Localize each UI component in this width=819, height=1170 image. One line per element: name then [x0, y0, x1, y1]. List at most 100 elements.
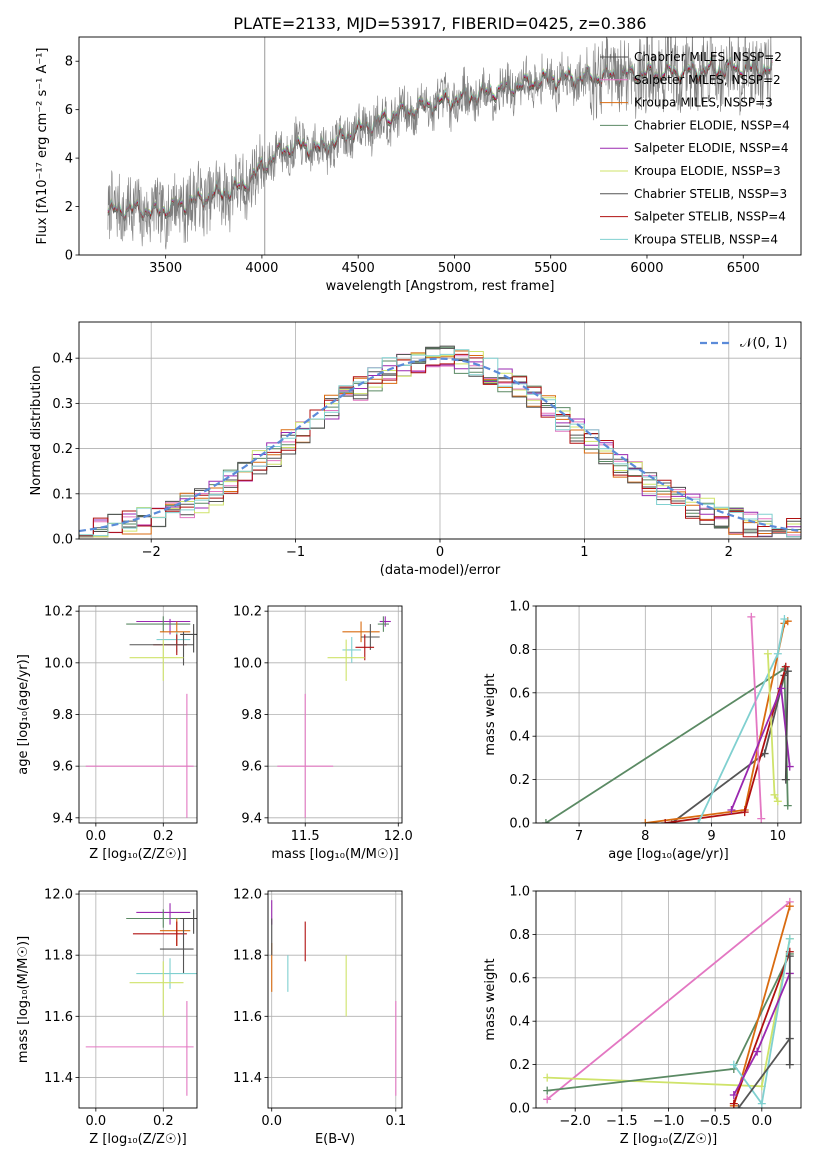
x-tick-label: −2 — [142, 545, 161, 560]
legend-entry: Salpeter STELIB, NSSP=4 — [634, 210, 786, 224]
plus-marker — [729, 1060, 738, 1069]
y-tick-label: 0.4 — [52, 352, 73, 367]
axes-frame — [267, 890, 403, 1109]
y-tick-label: 0.1 — [52, 487, 73, 502]
x-axis-label: E(B-V) — [315, 1132, 355, 1147]
plus-marker — [543, 1095, 552, 1104]
y-tick-label: 9.8 — [52, 708, 73, 723]
residual-histogram-series — [79, 353, 801, 539]
grid — [79, 322, 801, 540]
plus-marker — [783, 667, 792, 676]
plus-marker — [785, 934, 794, 943]
massweight-line — [784, 671, 789, 780]
y-axis-label: mass weight — [483, 958, 498, 1040]
x-axis-label: mass [log₁₀(M/M☉)] — [271, 847, 398, 862]
plus-marker — [729, 1099, 738, 1108]
figure-title: PLATE=2133, MJD=53917, FIBERID=0425, z=0… — [233, 14, 646, 33]
y-tick-label: 11.6 — [233, 1010, 262, 1025]
x-axis-label: wavelength [Angstrom, rest frame] — [326, 279, 555, 294]
y-axis-label: mass weight — [483, 673, 498, 755]
y-tick-label: 10.0 — [233, 656, 262, 671]
x-tick-label: −2.0 — [559, 1114, 591, 1129]
gaussian-curve — [79, 357, 801, 533]
plot-area — [107, 37, 773, 255]
legend-entry: Kroupa MILES, NSSP=3 — [634, 96, 773, 110]
plus-marker — [543, 1086, 552, 1095]
x-tick-label: 11.5 — [291, 829, 320, 844]
legend-entry: Chabrier MILES, NSSP=2 — [634, 50, 782, 64]
ticks: 0.0 0.1 11.4 11.6 11.8 12.0 — [233, 888, 406, 1129]
x-axis-label: Z [log₁₀(Z/Z☉)] — [620, 1132, 717, 1147]
plus-marker — [729, 1090, 738, 1099]
y-tick-label: 12.0 — [44, 888, 73, 903]
spectrum-panel: 3500 4000 4500 5000 5500 6000 6500 0 2 4 6 8 wavelen… — [35, 36, 802, 294]
plus-marker — [541, 819, 550, 823]
y-tick-label: 0.4 — [509, 730, 530, 745]
y-tick-label: 9.4 — [52, 811, 73, 826]
y-tick-label: 2 — [65, 200, 73, 215]
observed-spectrum-line — [107, 37, 773, 250]
x-tick-label: 1 — [580, 545, 588, 560]
y-tick-label: 12.0 — [233, 888, 262, 903]
axes-frame — [78, 605, 198, 824]
y-tick-label: 10.0 — [44, 656, 73, 671]
model-spectrum-line — [107, 59, 773, 220]
plot-area — [85, 616, 197, 818]
massweight-line — [546, 901, 791, 1100]
x-tick-label: 0.0 — [261, 1114, 282, 1129]
y-tick-label: 0.0 — [52, 533, 73, 548]
ticks: 11.5 12.0 9.4 9.6 9.8 10.0 10.2 — [233, 605, 413, 844]
plus-marker — [780, 615, 789, 624]
axes-frame — [78, 890, 198, 1109]
y-tick-label: 1.0 — [509, 600, 530, 615]
y-tick-label: 1.0 — [509, 885, 530, 900]
y-axis-label: Flux [fλ10⁻¹⁷ erg cm⁻² s⁻¹ A⁻¹] — [35, 48, 50, 245]
plot-area — [543, 897, 794, 1108]
x-tick-label: −1 — [286, 545, 305, 560]
plot-area — [271, 900, 397, 1096]
x-tick-label: 7 — [575, 829, 583, 844]
legend-entry: Chabrier ELODIE, NSSP=4 — [634, 118, 790, 132]
y-axis-label: age [log₁₀(age/yr)] — [16, 654, 31, 775]
legend-entry: Salpeter ELODIE, NSSP=4 — [634, 141, 789, 155]
plus-marker — [770, 790, 779, 799]
plus-marker — [661, 819, 670, 823]
age-vs-metallicity-panel: 0.0 0.2 9.4 9.6 9.8 10.0 10.2 Z [log₁₀(Z/Z☉)] ag… — [16, 605, 198, 862]
plus-marker — [773, 797, 782, 806]
plus-marker — [727, 805, 736, 814]
x-axis-label: age [log₁₀(age/yr)] — [608, 847, 729, 862]
ticks: 0.0 0.2 11.4 11.6 11.8 12.0 — [44, 888, 174, 1129]
plus-marker — [641, 819, 650, 823]
y-tick-label: 10.2 — [233, 605, 262, 620]
plus-marker — [785, 762, 794, 771]
residual-histogram-panel: −2 −1 0 1 2 0.0 0.1 0.2 0.3 0.4 (data-model)/error… — [29, 321, 802, 578]
plot-area — [541, 612, 794, 823]
plus-marker — [757, 814, 766, 823]
y-tick-label: 6 — [65, 103, 73, 118]
plot-area — [85, 903, 197, 1096]
x-tick-label: 0 — [436, 545, 444, 560]
plus-marker — [543, 1073, 552, 1082]
y-tick-label: 0.2 — [509, 773, 530, 788]
massweight-line — [671, 670, 789, 823]
x-axis-label: (data-model)/error — [380, 563, 501, 578]
ticks: −2.0 −1.5 −1.0 −0.5 0.0 0.0 0.2 0.4 0.6 0.8 1.0 — [509, 885, 772, 1130]
x-tick-label: −0.5 — [699, 1114, 731, 1129]
y-tick-label: 0.8 — [509, 928, 530, 943]
plus-marker — [763, 649, 772, 658]
y-tick-label: 0.0 — [509, 817, 530, 832]
y-tick-label: 9.8 — [241, 708, 262, 723]
x-tick-label: 0.2 — [153, 829, 174, 844]
y-tick-label: 8 — [65, 55, 73, 70]
y-axis-label: Normed distribution — [29, 366, 44, 496]
y-tick-label: 9.4 — [241, 811, 262, 826]
y-tick-label: 0.0 — [509, 1102, 530, 1117]
x-tick-label: 0.1 — [385, 1114, 406, 1129]
axes-frame — [535, 890, 802, 1109]
x-tick-label: 5000 — [438, 261, 471, 276]
x-tick-label: 0.0 — [86, 1114, 107, 1129]
residual-histogram-series — [79, 349, 801, 539]
y-tick-label: 4 — [65, 152, 73, 167]
plus-marker — [734, 1104, 743, 1108]
